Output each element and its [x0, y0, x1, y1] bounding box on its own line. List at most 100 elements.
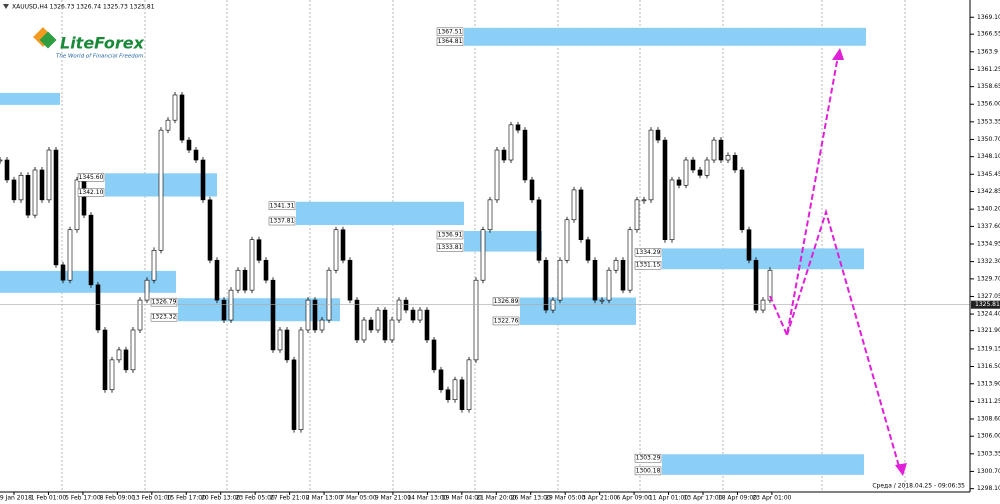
y-tick-label: 1313.90: [977, 380, 1000, 387]
zone-label-box: [436, 230, 464, 240]
zone-label: 1336.91: [438, 231, 463, 238]
y-tick-label: 1334.95: [977, 241, 1000, 248]
zone-label-box: [634, 260, 662, 270]
x-tick-label: 23 Feb 05:00: [235, 495, 275, 502]
candle-body: [200, 159, 206, 201]
candle-body: [648, 129, 654, 201]
x-tick-label: 26 Mar 13:00: [511, 495, 551, 502]
zone-label: 1323.32: [152, 314, 177, 321]
candle-body: [361, 319, 367, 341]
candle-body: [116, 349, 122, 361]
zone-label-box: [150, 312, 178, 322]
x-tick-label: 15 Feb 17:00: [167, 495, 207, 502]
x-tick-label: 14 Mar 13:00: [407, 495, 447, 502]
zone-label: 1337.81: [270, 218, 295, 225]
candle-body: [536, 199, 542, 261]
y-tick-label: 1306.00: [977, 433, 1000, 440]
zone: [520, 297, 636, 325]
y-tick-label: 1350.70: [977, 136, 1000, 143]
y-tick-label: 1366.55: [977, 31, 1000, 38]
candle-body: [312, 299, 318, 331]
candle-body: [305, 299, 311, 331]
y-tick-label: 1311.25: [977, 398, 1000, 405]
x-tick-label: 1 Feb 01:00: [31, 495, 67, 502]
zone: [662, 454, 864, 475]
y-tick-label: 1369.10: [977, 14, 1000, 21]
candle-body: [501, 149, 507, 161]
x-tick-label: 6 Apr 09:00: [616, 495, 651, 502]
zone-label-box: [436, 37, 464, 46]
zone-label: 1331.15: [636, 262, 661, 269]
x-tick-label: 21 Mar 20:00: [476, 495, 516, 502]
candle-body: [438, 369, 444, 391]
candle-body: [270, 279, 276, 351]
candle-body: [25, 174, 31, 216]
candle-body: [634, 199, 640, 231]
x-tick-label: 9 Mar 21:00: [375, 495, 411, 502]
candle-body: [249, 239, 255, 291]
candle-body: [326, 269, 332, 321]
candle-body: [32, 169, 38, 216]
footer-datetime: Среда / 2018.04.25 - 09:06:35: [872, 483, 965, 490]
candle-body: [620, 259, 626, 291]
candle-body: [340, 229, 346, 261]
zone-label-box: [634, 453, 662, 463]
candle-body: [606, 269, 612, 301]
zone-label: 1333.81: [438, 244, 463, 251]
candle-body: [543, 259, 549, 311]
candle-body: [242, 269, 248, 291]
candle-body: [172, 94, 178, 121]
zone-label: 1364.81: [438, 38, 463, 45]
candle-body: [298, 329, 304, 430]
candle-body: [0, 159, 3, 162]
candle-body: [494, 149, 500, 201]
candle-body: [228, 289, 234, 321]
y-tick-label: 1342.85: [977, 188, 1000, 195]
candle-body: [158, 129, 164, 251]
candle-body: [473, 279, 479, 361]
forecast-down: [786, 208, 901, 471]
candle-body: [235, 269, 241, 291]
y-tick-label: 1363.9: [977, 48, 998, 55]
candle-body: [557, 259, 563, 301]
candle-body: [725, 155, 731, 161]
candle-body: [382, 309, 388, 341]
x-tick-label: 29 Jan 2018: [0, 495, 32, 502]
zone-label-box: [492, 297, 520, 306]
x-tick-label: 7 Mar 05:00: [340, 495, 376, 502]
candle-body: [522, 129, 528, 181]
y-tick-label: 1353.35: [977, 118, 1000, 125]
logo-name: LiteForex: [60, 34, 145, 53]
zone-label-box: [492, 316, 520, 326]
candle-body: [431, 339, 437, 371]
zone-label: 1341.31: [270, 202, 295, 209]
candle-body: [550, 299, 556, 311]
y-tick-label: 1327.05: [977, 293, 1000, 300]
zone-label-box: [436, 27, 464, 37]
y-tick-label: 1316.50: [977, 363, 1000, 370]
y-tick-label: 1356.00: [977, 101, 1000, 108]
symbol-icon: [3, 4, 9, 9]
x-tick-label: 11 Apr 01:00: [649, 495, 688, 502]
candle-body: [39, 169, 45, 201]
last-price-box: [971, 300, 1000, 309]
candle-body: [410, 309, 416, 321]
zone: [178, 298, 340, 322]
x-tick-label: 20 Feb 13:00: [201, 495, 241, 502]
zone-label: 1326.79: [152, 299, 177, 306]
y-tick-label: 1361.25: [977, 66, 1000, 73]
candle-body: [676, 179, 682, 186]
candle-body: [487, 199, 493, 231]
candle-body: [256, 239, 262, 261]
candle-body: [277, 329, 283, 351]
candle-body: [466, 359, 472, 410]
zone-label: 1334.29: [636, 249, 661, 256]
zone-label-box: [77, 188, 105, 197]
candle-body: [711, 139, 717, 161]
candle-body: [669, 179, 675, 240]
y-tick-label: 1308.60: [977, 415, 1000, 422]
candle-body: [81, 179, 87, 216]
zone-label-box: [268, 216, 296, 226]
candle-body: [263, 259, 269, 281]
y-tick-label: 1332.30: [977, 258, 1000, 265]
